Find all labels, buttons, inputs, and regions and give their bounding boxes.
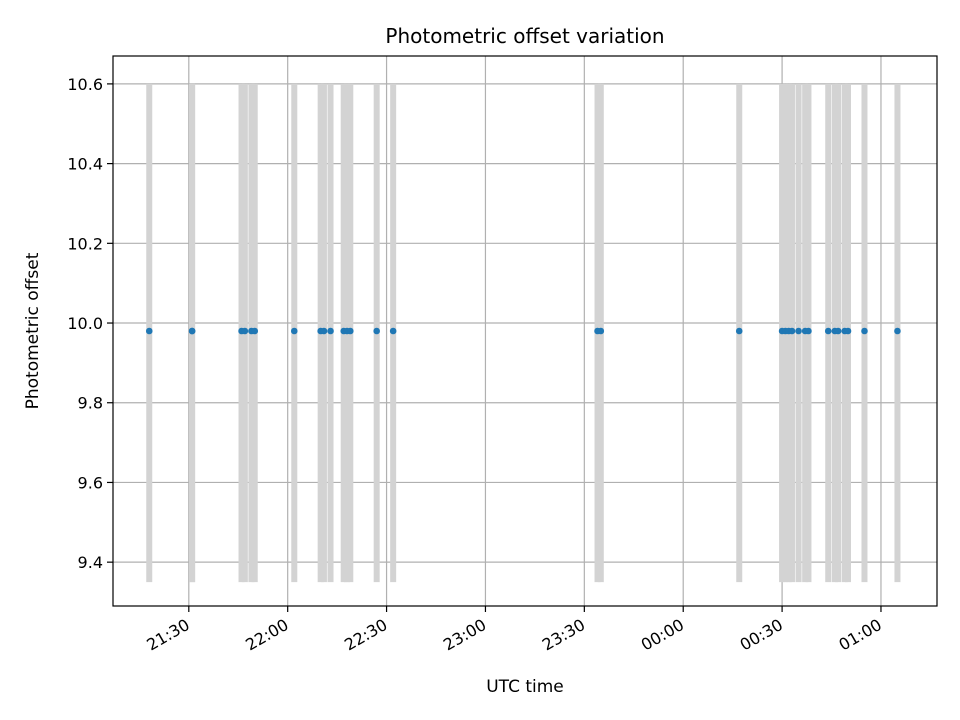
y-tick-label: 10.2	[67, 234, 103, 253]
data-point	[834, 327, 842, 335]
data-point	[145, 327, 153, 335]
y-tick-label: 10.6	[67, 75, 103, 94]
y-tick-label: 9.4	[78, 553, 103, 572]
data-point	[320, 327, 328, 335]
x-axis-label: UTC time	[486, 677, 564, 697]
data-point	[805, 327, 812, 335]
data-point	[188, 327, 196, 335]
data-point	[861, 327, 868, 335]
data-point	[389, 327, 397, 335]
data-point	[735, 327, 743, 335]
y-tick-label: 10.0	[67, 314, 103, 333]
plot-frame	[112, 55, 938, 607]
data-point	[290, 327, 298, 335]
data-point	[795, 327, 802, 335]
y-axis-label: Photometric offset	[23, 252, 43, 409]
data-point	[894, 327, 901, 335]
data-point	[251, 327, 259, 335]
data-point	[824, 327, 832, 335]
data-point	[597, 327, 605, 335]
y-tick-label: 10.4	[67, 155, 103, 174]
y-axis: 9.4 9.6 9.8 10.0 10.2 10.4 10.6	[67, 75, 113, 572]
y-tick-label: 9.8	[78, 394, 103, 413]
data-points	[145, 327, 901, 335]
data-point	[844, 327, 852, 335]
y-tick-label: 9.6	[78, 473, 103, 492]
data-point	[241, 327, 249, 335]
data-point	[788, 327, 796, 335]
chart-title: Photometric offset variation	[385, 24, 664, 48]
data-point	[347, 327, 354, 335]
data-point	[327, 327, 334, 335]
data-point	[373, 327, 380, 335]
